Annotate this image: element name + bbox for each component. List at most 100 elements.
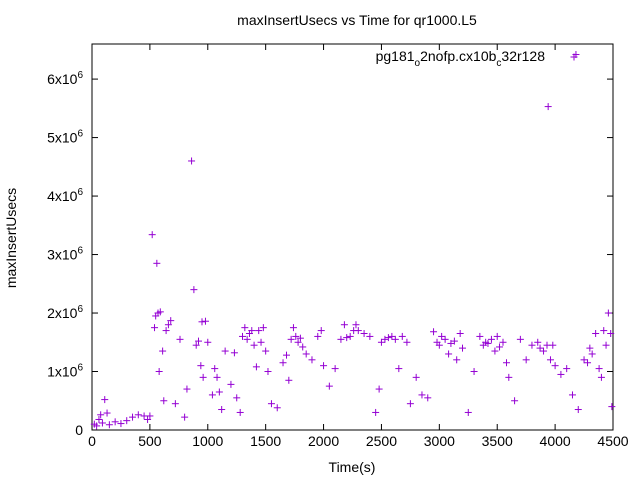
data-point — [352, 321, 360, 329]
data-point — [487, 335, 495, 343]
chart-title: maxInsertUsecs vs Time for qr1000.L5 — [237, 12, 477, 28]
data-point — [204, 338, 212, 346]
data-point — [273, 404, 281, 412]
data-point — [252, 363, 260, 371]
data-point — [388, 332, 396, 340]
data-point — [470, 368, 478, 376]
data-point — [438, 332, 446, 340]
data-point — [588, 350, 596, 358]
data-point — [101, 396, 109, 404]
data-point — [546, 356, 554, 364]
x-tick-label: 4500 — [597, 433, 628, 449]
data-point — [211, 365, 219, 373]
data-point — [248, 327, 256, 335]
legend-subscript: o — [415, 58, 421, 69]
data-point — [511, 397, 519, 405]
data-point — [343, 334, 351, 342]
data-point — [534, 338, 542, 346]
y-axis-label: maxInsertUsecs — [3, 188, 19, 288]
data-point — [314, 332, 322, 340]
data-point — [395, 365, 403, 373]
data-point — [176, 335, 184, 343]
y-tick-label: 0 — [75, 422, 83, 438]
data-point — [241, 324, 249, 332]
legend-subscript: c — [496, 58, 501, 69]
x-tick-label: 0 — [88, 433, 96, 449]
data-point — [218, 406, 226, 414]
data-point — [317, 327, 325, 335]
data-point — [586, 344, 594, 352]
data-point — [584, 359, 592, 367]
x-tick-label: 1000 — [192, 433, 223, 449]
axis-ticks: 0 500 1000 1500 2000 2500 3000 3500 4000 4500 0 1x1… — [47, 44, 629, 449]
data-point — [195, 337, 203, 345]
data-point — [458, 344, 466, 352]
data-point — [148, 231, 156, 239]
data-point — [117, 420, 125, 428]
x-axis-label: Time(s) — [329, 459, 376, 475]
data-point — [354, 327, 362, 335]
data-point — [250, 341, 258, 349]
y-tick-label: 5x106 — [47, 129, 83, 146]
data-point — [377, 338, 385, 346]
data-point — [430, 328, 438, 336]
data-point — [129, 413, 137, 421]
data-point — [285, 376, 293, 384]
legend-text-part: pg181 — [376, 48, 415, 64]
data-point — [346, 332, 354, 340]
data-point — [403, 338, 411, 346]
data-point — [557, 370, 565, 378]
data-point — [464, 408, 472, 416]
y-tick-label: 3x106 — [47, 246, 83, 263]
data-point — [574, 406, 582, 414]
legend-text-part: 32r128 — [501, 48, 545, 64]
data-point — [160, 397, 168, 405]
x-tick-label: 3000 — [424, 433, 455, 449]
data-point — [95, 415, 103, 423]
data-point — [476, 332, 484, 340]
data-point — [536, 344, 544, 352]
data-point — [236, 408, 244, 416]
data-point — [445, 350, 453, 358]
data-point — [93, 422, 101, 430]
data-points — [90, 51, 616, 430]
data-point — [294, 338, 302, 346]
data-point — [592, 330, 600, 337]
y-tick-mantissa: 2x10 — [47, 305, 78, 321]
data-point — [171, 400, 179, 408]
data-point — [491, 347, 499, 355]
data-point — [97, 411, 105, 419]
data-point — [156, 308, 164, 316]
data-point — [381, 335, 389, 343]
y-tick-mantissa: 1x10 — [47, 364, 78, 380]
data-point — [384, 334, 392, 342]
x-tick-label: 4000 — [540, 433, 571, 449]
data-point — [233, 394, 241, 402]
data-point — [528, 341, 536, 349]
x-tick-label: 2000 — [308, 433, 339, 449]
data-point — [337, 335, 345, 343]
y-tick-label: 4x106 — [47, 187, 83, 204]
x-tick-label: 500 — [138, 433, 162, 449]
data-point — [602, 341, 610, 349]
data-point — [375, 385, 383, 393]
data-point — [192, 341, 200, 349]
data-point — [435, 341, 443, 349]
data-point — [292, 332, 300, 340]
data-point — [262, 347, 270, 355]
data-point — [604, 309, 612, 317]
data-point — [111, 418, 119, 426]
data-point — [243, 335, 251, 343]
data-point — [563, 365, 571, 373]
data-point — [98, 419, 106, 427]
data-point — [255, 327, 263, 335]
data-point — [259, 324, 267, 332]
data-point — [190, 286, 198, 294]
data-point — [453, 356, 461, 364]
data-point — [183, 385, 191, 393]
data-point — [607, 330, 615, 337]
data-point — [406, 400, 414, 408]
data-point — [398, 332, 406, 340]
data-point — [296, 334, 304, 342]
data-point — [320, 362, 328, 370]
